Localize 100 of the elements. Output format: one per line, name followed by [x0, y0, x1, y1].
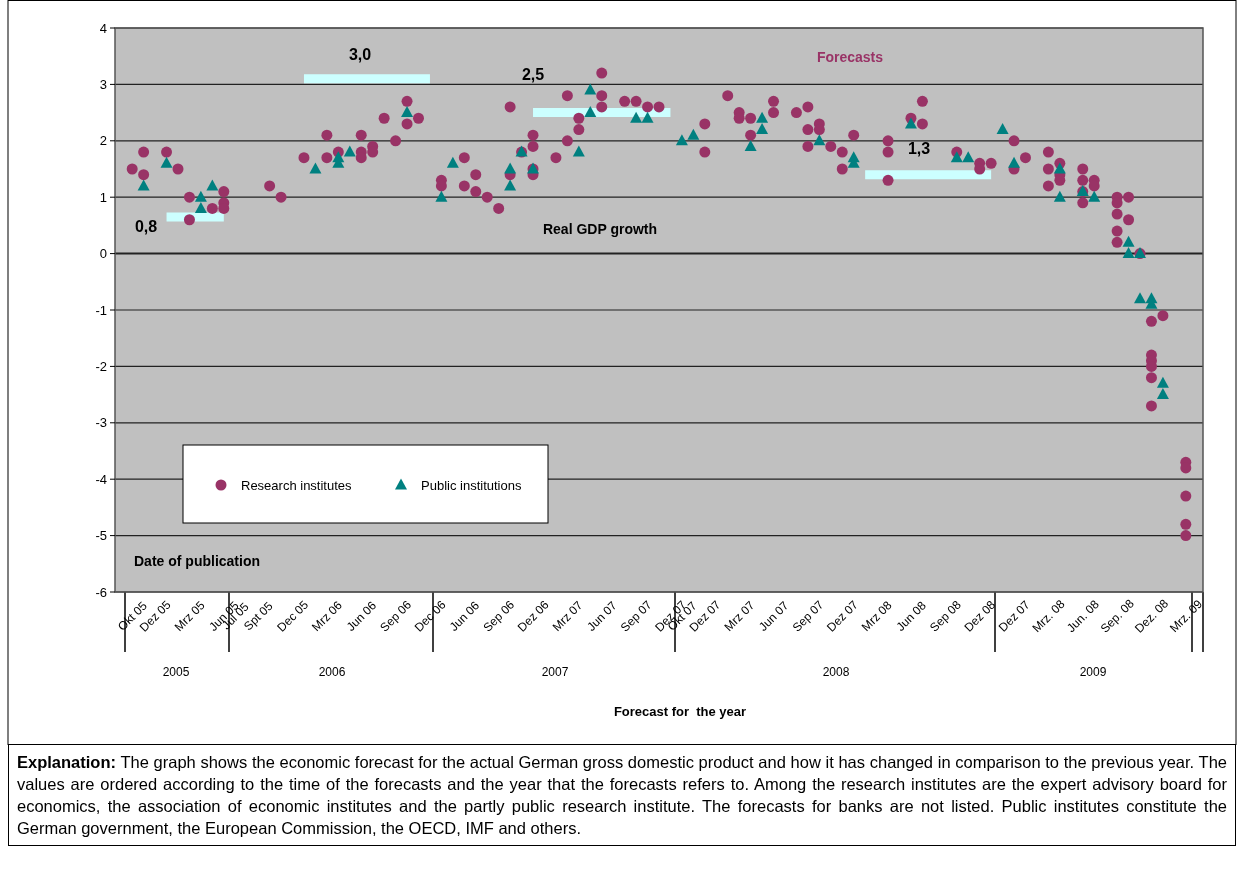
- point: [916, 118, 928, 130]
- point: [1145, 400, 1157, 412]
- x-tick-label: Mrz 05: [171, 598, 208, 635]
- point: [504, 179, 517, 191]
- annotation: Real GDP growth: [542, 221, 658, 237]
- point: [1180, 490, 1192, 502]
- text: 2008: [822, 665, 850, 679]
- point: [343, 145, 356, 157]
- point: [137, 179, 150, 191]
- point: [882, 146, 894, 158]
- point: [756, 123, 769, 135]
- point: [527, 140, 539, 152]
- point: [1053, 190, 1066, 202]
- x-tick-label: Sep 07: [617, 597, 655, 635]
- legend-label: Public institutions: [421, 477, 522, 493]
- point: [768, 107, 780, 119]
- y-tick-label: -6: [95, 584, 107, 600]
- point: [813, 134, 826, 146]
- point: [435, 190, 448, 202]
- legend-label: Research institutes: [241, 477, 353, 493]
- text: 2006: [318, 665, 346, 679]
- x-tick-label: Jun 07: [584, 598, 620, 634]
- point: [1042, 180, 1054, 192]
- point: [802, 124, 814, 136]
- point: [183, 214, 195, 226]
- point: [1123, 214, 1135, 226]
- x-tick-label: Jun 07: [755, 598, 792, 634]
- point: [950, 151, 963, 163]
- point: [745, 129, 757, 141]
- point: [1122, 247, 1135, 259]
- y-tick-label: 3: [99, 76, 107, 92]
- point: [996, 123, 1009, 135]
- point: [1008, 156, 1021, 168]
- annotation: 3,0: [348, 46, 372, 63]
- y-tick-label: -4: [95, 471, 107, 487]
- point: [1111, 208, 1123, 220]
- point: [446, 156, 459, 168]
- point: [138, 169, 150, 181]
- point: [1111, 225, 1123, 237]
- y-tick-label: 1: [99, 189, 107, 205]
- text: Explanation: The graph shows the economic forecast for the actual German gross domestic product and how it has changed in comparison to the previous year. The values are ordered according to the time of the forecasts and the year that the forecasts refers to. Among the research institutes are the expert advisory board for economics, the association of economic institutes and the partly public research institute. The forecasts for banks are not listed. Public institutes constitute the German government, the European Commission, the OECD, IMF and others.: [8, 745, 1236, 846]
- point: [596, 101, 608, 113]
- point: [904, 117, 917, 129]
- point: [401, 106, 414, 118]
- point: [962, 151, 975, 163]
- annotation: Date of publication: [134, 553, 260, 569]
- x-tick-label: Jun 06: [343, 598, 380, 634]
- x-tick-label: Mrz 08: [858, 598, 895, 635]
- x-tick-label: Jun 08: [893, 598, 930, 634]
- annotation: 2,5: [521, 66, 545, 83]
- point: [675, 134, 688, 146]
- point: [458, 180, 470, 192]
- point: [1088, 190, 1101, 202]
- text: 2009: [1079, 665, 1107, 679]
- text: 2007: [541, 665, 569, 679]
- y-tick-label: -1: [95, 302, 107, 318]
- x-tick-label: Jun 06: [446, 598, 483, 634]
- point: [584, 83, 597, 95]
- y-tick-label: -2: [95, 358, 107, 374]
- point: [1077, 174, 1089, 186]
- y-tick-label: 0: [99, 246, 107, 262]
- point: [882, 174, 894, 186]
- x-tick-label: Mrz 06: [309, 598, 346, 635]
- y-tick-label: -5: [95, 528, 107, 544]
- point: [470, 186, 482, 198]
- point: [321, 152, 333, 164]
- text: 2005: [162, 665, 190, 679]
- point: [504, 162, 517, 174]
- point: [584, 106, 597, 118]
- point: [401, 118, 413, 130]
- point: [1156, 376, 1169, 388]
- annotation: 0,8: [134, 218, 158, 235]
- point: [1180, 518, 1192, 530]
- point: [194, 201, 207, 213]
- annotation: 1,3: [907, 140, 931, 157]
- x-tick-label: Mrz 07: [721, 598, 758, 635]
- point: [836, 163, 848, 175]
- x-tick-label: Mrz 07: [549, 598, 586, 635]
- point: [630, 111, 643, 123]
- point: [756, 111, 769, 123]
- point: [561, 135, 573, 147]
- point: [641, 111, 654, 123]
- annotation: Forecasts: [816, 49, 884, 65]
- point: [1077, 197, 1089, 209]
- point: [573, 124, 585, 136]
- point: [206, 179, 219, 191]
- point: [1111, 236, 1123, 248]
- point: [744, 139, 757, 151]
- point: [572, 145, 585, 157]
- point: [596, 90, 608, 102]
- point: [687, 128, 700, 140]
- y-tick-label: 2: [99, 133, 107, 149]
- point: [1180, 530, 1192, 542]
- point: [699, 146, 711, 158]
- point: [1122, 235, 1135, 247]
- text: Forecast for the year: [613, 704, 747, 719]
- point: [1156, 388, 1169, 400]
- x-tick-label: Dec 05: [274, 597, 312, 635]
- point: [1134, 292, 1147, 304]
- y-tick-label: 4: [99, 20, 107, 36]
